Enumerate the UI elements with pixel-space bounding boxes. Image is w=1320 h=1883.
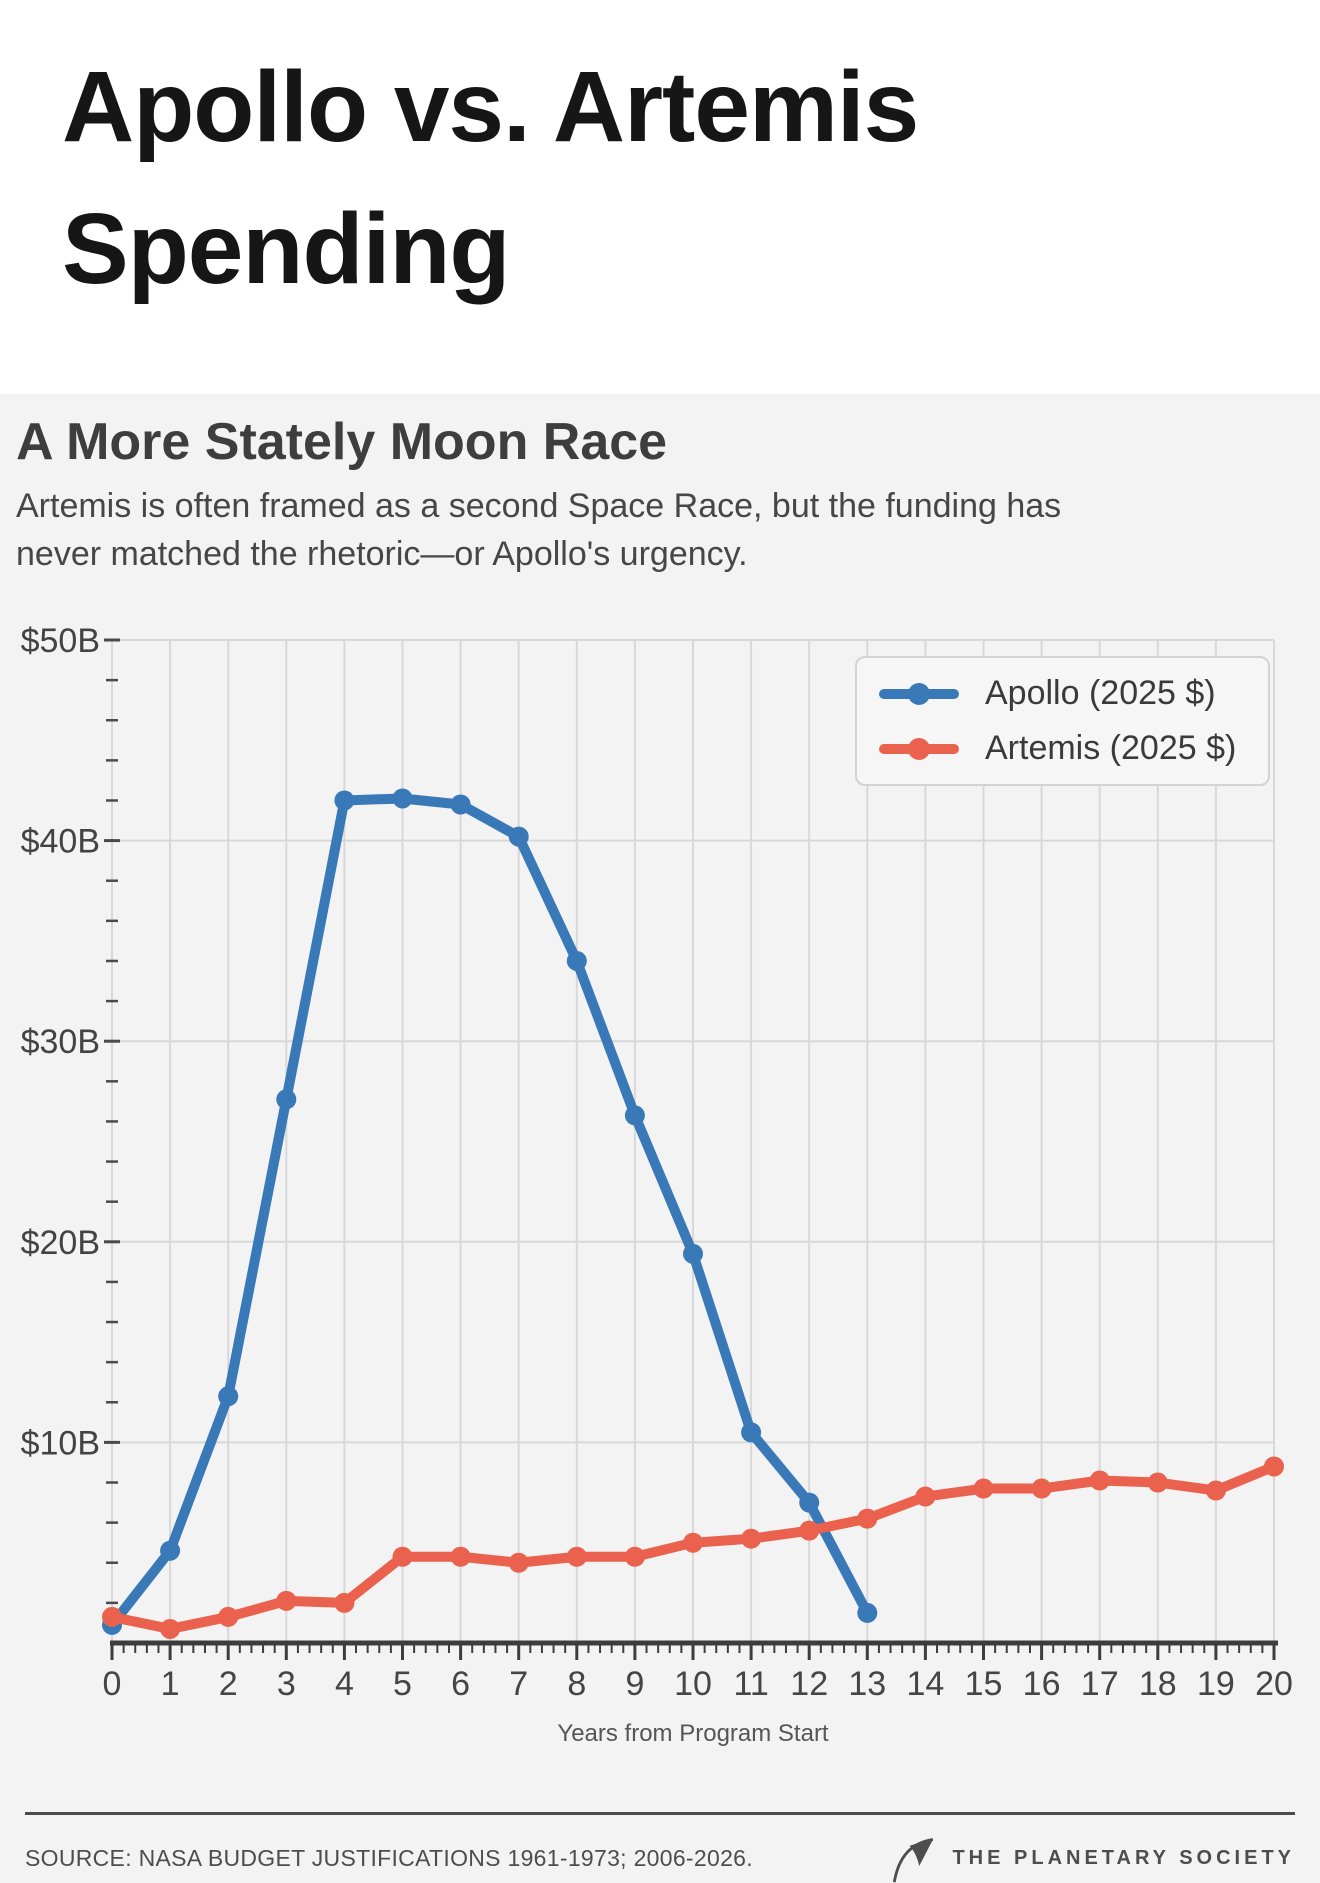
apollo-swatch (879, 682, 959, 705)
y-tick-label: $50B (21, 622, 100, 660)
x-tick-label: 1 (161, 1665, 180, 1703)
x-tick-label: 2 (219, 1665, 238, 1703)
apollo-line (107, 793, 873, 1630)
section-description: Artemis is often framed as a second Spac… (16, 487, 1062, 574)
y-tick-label: $10B (21, 1424, 100, 1462)
x-tick-label: 7 (509, 1665, 528, 1703)
artemis-point (799, 1520, 820, 1541)
x-tick-label: 12 (790, 1665, 828, 1703)
apollo-point (450, 794, 471, 815)
artemis-point (1147, 1472, 1168, 1493)
apollo-point (799, 1492, 820, 1513)
artemis-point (334, 1592, 355, 1613)
artemis-point (566, 1546, 587, 1567)
artemis-point (915, 1486, 936, 1507)
header-section: Apollo vs. Artemis Spending (0, 0, 1320, 394)
artemis-point (973, 1478, 994, 1499)
x-tick-label: 15 (965, 1665, 1003, 1703)
artemis-swatch-dot (908, 737, 930, 760)
artemis-point (450, 1546, 471, 1567)
artemis-point (218, 1606, 239, 1627)
x-tick-label: 18 (1139, 1665, 1177, 1703)
x-tick-label: 13 (848, 1665, 886, 1703)
x-tick-label: 11 (733, 1665, 768, 1703)
y-tick-label: $20B (21, 1224, 100, 1262)
x-tick-label: 5 (393, 1665, 412, 1703)
x-axis-title: Years from Program Start (557, 1720, 829, 1747)
apollo-point (334, 790, 355, 811)
y-tick-label: $40B (21, 823, 100, 861)
artemis-point (857, 1508, 878, 1529)
source-text: SOURCE: NASA BUDGET JUSTIFICATIONS 1961-… (25, 1844, 753, 1871)
page-title: Apollo vs. Artemis Spending (62, 51, 919, 305)
apollo-point (683, 1243, 703, 1264)
brand: THE PLANETARY SOCIETY (886, 1829, 1295, 1883)
legend-label-artemis: Artemis (2025 $) (985, 729, 1237, 767)
artemis-point (741, 1528, 762, 1549)
x-tick-label: 17 (1081, 1665, 1119, 1703)
content-section: A More Stately Moon Race Artemis is ofte… (0, 394, 1320, 1883)
apollo-point (741, 1422, 762, 1443)
x-tick-label: 8 (567, 1665, 586, 1703)
artemis-point (276, 1590, 297, 1611)
artemis-point (624, 1546, 645, 1567)
artemis-point (1031, 1478, 1052, 1499)
brand-wordmark: THE PLANETARY SOCIETY (952, 1846, 1295, 1869)
artemis-swatch (879, 737, 959, 760)
legend-label-apollo: Apollo (2025 $) (985, 674, 1216, 712)
x-tick-label: 14 (906, 1665, 944, 1703)
y-tick-label: $30B (21, 1023, 100, 1061)
x-tick-label: 4 (335, 1665, 354, 1703)
x-tick-label: 19 (1197, 1665, 1235, 1703)
x-tick-label: 6 (451, 1665, 470, 1703)
planetary-society-logo (893, 1838, 934, 1883)
apollo-point (392, 788, 413, 809)
apollo-point (566, 950, 587, 971)
legend-item-artemis: Artemis (2025 $) (879, 729, 1268, 768)
x-tick-label: 0 (103, 1665, 122, 1703)
artemis-point (1089, 1470, 1110, 1491)
x-tick-label: 20 (1255, 1665, 1293, 1703)
chart-legend: Apollo (2025 $) Artemis (2025 $) (855, 656, 1270, 786)
artemis-point (508, 1552, 529, 1573)
apollo-point (160, 1540, 181, 1561)
artemis-point (1264, 1456, 1284, 1477)
artemis-point (1205, 1480, 1226, 1501)
x-tick-label: 10 (674, 1665, 712, 1703)
legend-item-apollo: Apollo (2025 $) (879, 674, 1268, 713)
x-tick-label: 16 (1023, 1665, 1061, 1703)
apollo-point (624, 1105, 645, 1126)
apollo-point (857, 1602, 878, 1623)
section-heading: A More Stately Moon Race (16, 413, 668, 471)
apollo-point (218, 1386, 239, 1407)
x-tick-label: 3 (277, 1665, 296, 1703)
artemis-point (392, 1546, 413, 1567)
apollo-swatch-dot (908, 682, 930, 705)
footer: SOURCE: NASA BUDGET JUSTIFICATIONS 1961-… (25, 1812, 1295, 1883)
artemis-point (160, 1618, 181, 1639)
apollo-point (276, 1089, 297, 1110)
artemis-point (683, 1532, 703, 1553)
x-tick-label: 9 (625, 1665, 644, 1703)
apollo-point (508, 826, 529, 847)
artemis-point (102, 1606, 122, 1627)
